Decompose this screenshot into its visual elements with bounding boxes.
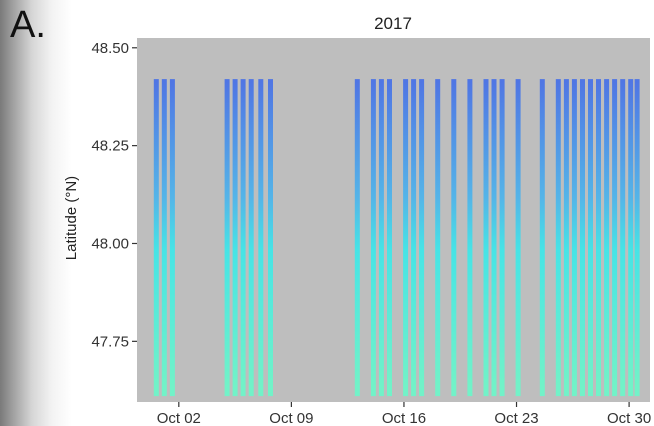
x-tick-label: Oct 02 <box>157 410 201 426</box>
track-mark <box>240 79 246 397</box>
x-tick-label: Oct 16 <box>382 410 426 426</box>
track-mark <box>387 79 392 397</box>
track-mark <box>411 79 417 397</box>
track-mark <box>467 79 473 397</box>
track-mark <box>169 79 175 397</box>
y-axis-title: Latitude (°N) <box>63 176 80 260</box>
track-mark <box>620 79 626 397</box>
panel-label: A. <box>10 4 46 46</box>
track-mark <box>634 79 640 397</box>
track-mark <box>571 79 577 397</box>
track-mark <box>258 79 264 397</box>
chart-title: 2017 <box>374 14 412 33</box>
track-mark <box>515 79 521 397</box>
y-tick-label: 48.50 <box>91 40 129 57</box>
track-mark <box>224 79 230 397</box>
track-mark <box>451 79 457 397</box>
track-mark <box>483 79 489 397</box>
x-tick-label: Oct 30 <box>607 410 651 426</box>
track-mark <box>435 79 441 397</box>
track-mark <box>232 79 238 397</box>
x-tick-label: Oct 23 <box>494 410 538 426</box>
track-mark <box>268 79 273 397</box>
track-mark <box>370 79 376 397</box>
y-axis: 48.50 48.25 48.00 47.75 <box>91 40 137 350</box>
track-mark <box>628 79 634 397</box>
y-tick-label: 48.25 <box>91 138 129 155</box>
track-mark <box>580 79 585 397</box>
track-mark <box>596 79 601 397</box>
track-mark <box>248 79 254 397</box>
track-mark <box>153 79 159 397</box>
x-axis: Oct 02 Oct 09 Oct 16 Oct 23 Oct 30 <box>157 402 651 426</box>
track-mark <box>604 79 610 397</box>
track-mark <box>419 79 425 397</box>
track-mark <box>539 79 545 397</box>
track-mark <box>491 79 497 397</box>
y-tick-label: 48.00 <box>91 235 129 252</box>
track-mark <box>161 79 167 397</box>
track-mark <box>499 79 505 397</box>
track-mark <box>354 79 360 397</box>
track-mark <box>588 79 593 397</box>
track-mark <box>612 79 618 397</box>
track-mark <box>555 79 561 397</box>
y-tick-label: 47.75 <box>91 333 129 350</box>
x-tick-label: Oct 09 <box>269 410 313 426</box>
track-mark <box>563 79 569 397</box>
track-group <box>153 79 640 397</box>
track-mark <box>378 79 384 397</box>
track-mark <box>403 79 409 397</box>
